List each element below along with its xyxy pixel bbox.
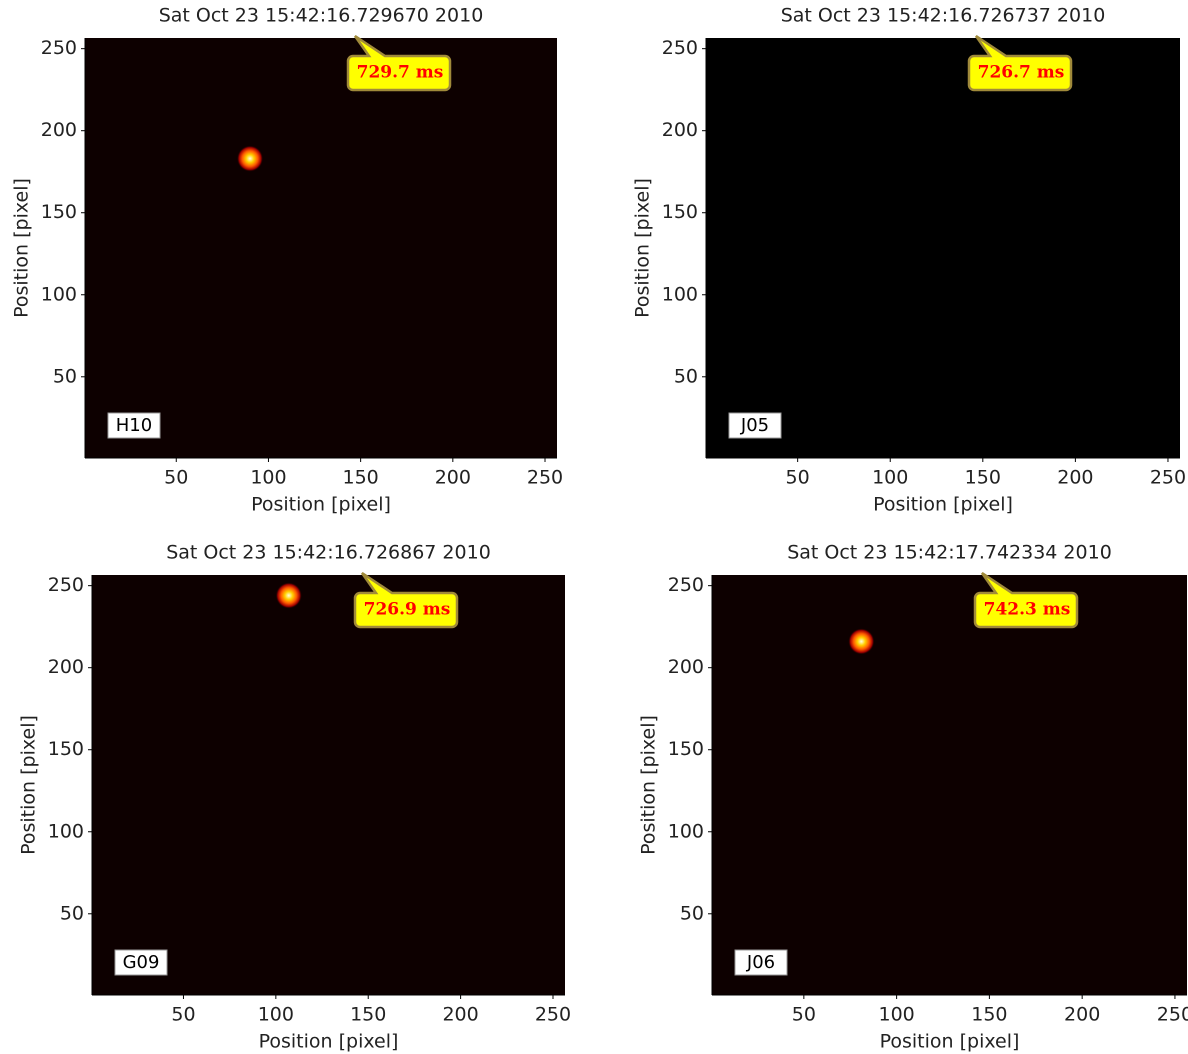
y-tick-label: 200: [48, 656, 84, 678]
y-tick-label: 200: [668, 656, 704, 678]
y-tick-label: 50: [680, 902, 704, 924]
panel: Sat Oct 23 15:42:16.726867 2010 50 100 150 2…: [18, 542, 572, 1053]
y-axis-label: Position [pixel]: [632, 178, 654, 318]
x-tick-label: 100: [872, 467, 908, 489]
panel-label: H10: [116, 415, 152, 436]
intensity-spot: [237, 146, 263, 172]
panel: Sat Oct 23 15:42:17.742334 2010 50 100 150 2…: [638, 542, 1188, 1053]
y-tick-label: 150: [41, 201, 77, 223]
y-tick-label: 100: [662, 283, 698, 305]
y-tick-label: 200: [662, 119, 698, 141]
y-tick-label: 250: [668, 574, 704, 596]
x-tick-label: 50: [786, 467, 810, 489]
x-axis-label: Position [pixel]: [873, 494, 1013, 516]
y-tick-label: 50: [674, 365, 698, 387]
y-tick-label: 200: [41, 119, 77, 141]
y-tick-label: 100: [48, 820, 84, 842]
panel-label: G09: [123, 952, 160, 973]
y-tick-label: 50: [53, 365, 77, 387]
x-tick-label: 200: [442, 1004, 478, 1026]
y-tick-label: 250: [662, 37, 698, 59]
callout-text: 729.7 ms: [357, 63, 444, 83]
x-tick-label: 100: [250, 467, 286, 489]
y-axis-label: Position [pixel]: [11, 178, 33, 318]
x-axis-label: Position [pixel]: [251, 494, 391, 516]
figure: Sat Oct 23 15:42:16.729670 2010 50 100 150 2…: [0, 0, 1188, 1054]
y-tick-label: 100: [41, 283, 77, 305]
x-tick-label: 50: [164, 467, 188, 489]
x-tick-label: 100: [878, 1004, 914, 1026]
panel-label: J05: [740, 415, 769, 436]
y-tick-label: 150: [662, 201, 698, 223]
x-tick-label: 150: [971, 1004, 1007, 1026]
panel-title: Sat Oct 23 15:42:16.726867 2010: [166, 542, 491, 564]
x-tick-label: 100: [258, 1004, 294, 1026]
y-tick-label: 250: [48, 574, 84, 596]
x-tick-label: 150: [343, 467, 379, 489]
panel: Sat Oct 23 15:42:16.729670 2010 50 100 150 2…: [11, 5, 564, 516]
image-area: [712, 575, 1187, 995]
x-tick-label: 200: [435, 467, 471, 489]
panel-label: J06: [746, 952, 775, 973]
y-tick-label: 50: [60, 902, 84, 924]
image-area: [706, 38, 1180, 458]
intensity-spot: [848, 628, 874, 654]
x-tick-label: 50: [171, 1004, 195, 1026]
x-tick-label: 250: [535, 1004, 571, 1026]
y-tick-label: 100: [668, 820, 704, 842]
image-area: [92, 575, 565, 995]
x-tick-label: 200: [1057, 467, 1093, 489]
image-area: [85, 38, 557, 458]
x-tick-label: 50: [792, 1004, 816, 1026]
x-axis-label: Position [pixel]: [259, 1031, 399, 1053]
y-axis-label: Position [pixel]: [18, 715, 40, 855]
callout-text: 726.9 ms: [364, 600, 451, 620]
y-tick-label: 150: [48, 738, 84, 760]
x-tick-label: 150: [965, 467, 1001, 489]
x-axis-label: Position [pixel]: [880, 1031, 1020, 1053]
x-tick-label: 150: [350, 1004, 386, 1026]
callout-text: 742.3 ms: [984, 600, 1071, 620]
panel-title: Sat Oct 23 15:42:16.726737 2010: [781, 5, 1106, 27]
panel: Sat Oct 23 15:42:16.726737 2010 50 100 150 2…: [632, 5, 1187, 516]
panel-title: Sat Oct 23 15:42:16.729670 2010: [159, 5, 484, 27]
y-axis-label: Position [pixel]: [638, 715, 660, 855]
y-tick-label: 150: [668, 738, 704, 760]
x-tick-label: 250: [1150, 467, 1186, 489]
panel-title: Sat Oct 23 15:42:17.742334 2010: [787, 542, 1112, 564]
intensity-spot: [276, 583, 302, 609]
y-tick-label: 250: [41, 37, 77, 59]
callout-text: 726.7 ms: [978, 63, 1065, 83]
x-tick-label: 250: [527, 467, 563, 489]
x-tick-label: 200: [1064, 1004, 1100, 1026]
x-tick-label: 250: [1157, 1004, 1188, 1026]
